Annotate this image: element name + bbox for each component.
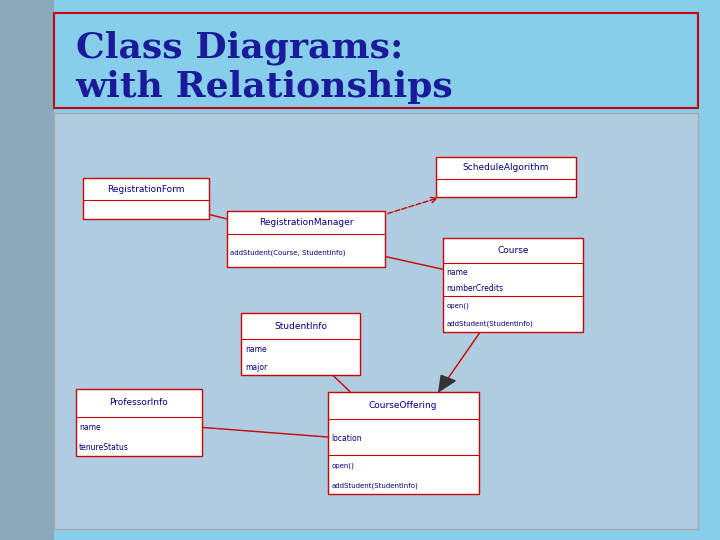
Bar [76, 389, 202, 456]
Bar [0, 0, 54, 540]
Bar [83, 178, 209, 219]
Text: addStudent(StudentInfo): addStudent(StudentInfo) [331, 482, 418, 489]
Text: name: name [245, 345, 266, 354]
Text: open(): open() [331, 463, 354, 469]
Text: addStudent(StudentInfo): addStudent(StudentInfo) [446, 321, 533, 327]
Text: RegistrationManager: RegistrationManager [258, 218, 354, 227]
Text: StudentInfo: StudentInfo [274, 322, 327, 330]
Bar [328, 392, 479, 494]
Text: location: location [331, 435, 362, 443]
Text: numberCredits: numberCredits [446, 284, 503, 293]
Text: Class Diagrams:: Class Diagrams: [76, 30, 403, 65]
Text: with Relationships: with Relationships [76, 71, 454, 104]
Text: ScheduleAlgorithm: ScheduleAlgorithm [463, 163, 549, 172]
Polygon shape [439, 375, 455, 391]
Bar [54, 113, 698, 529]
Bar [443, 238, 583, 332]
Bar [436, 157, 576, 197]
Text: open(): open() [446, 303, 469, 309]
Text: ProfessorInfo: ProfessorInfo [109, 399, 168, 408]
Text: name: name [79, 423, 101, 433]
Bar [241, 313, 360, 375]
Text: RegistrationForm: RegistrationForm [107, 185, 184, 194]
Text: name: name [446, 268, 468, 276]
Bar [227, 211, 385, 267]
Text: CourseOffering: CourseOffering [369, 401, 438, 410]
Bar [54, 14, 698, 108]
Text: tenureStatus: tenureStatus [79, 443, 129, 452]
Text: addStudent(Course, StudentInfo): addStudent(Course, StudentInfo) [230, 249, 346, 256]
Text: major: major [245, 363, 267, 372]
Text: Course: Course [498, 246, 528, 255]
